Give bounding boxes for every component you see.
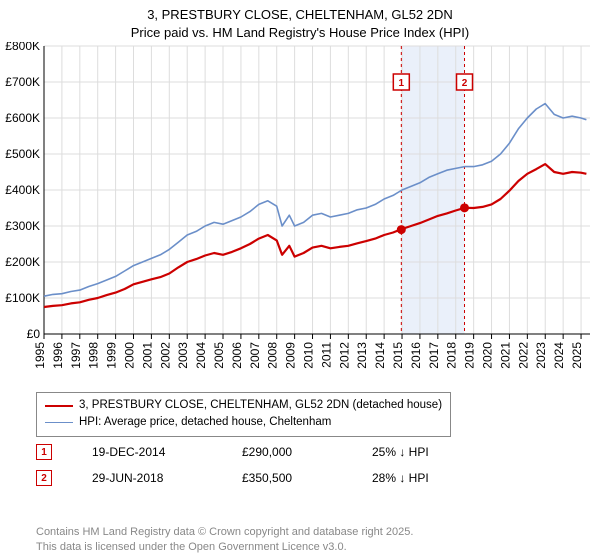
- svg-text:2011: 2011: [319, 342, 333, 368]
- svg-text:£800K: £800K: [5, 42, 40, 53]
- svg-text:2012: 2012: [337, 342, 351, 369]
- svg-text:£0: £0: [27, 327, 41, 341]
- svg-text:£500K: £500K: [5, 147, 40, 161]
- sale-row-2: 2 29-JUN-2018 £350,500 28% ↓ HPI: [36, 470, 429, 486]
- svg-text:2004: 2004: [194, 342, 208, 369]
- svg-text:2001: 2001: [140, 342, 154, 369]
- svg-text:2018: 2018: [445, 342, 459, 369]
- title-line-1: 3, PRESTBURY CLOSE, CHELTENHAM, GL52 2DN: [0, 6, 600, 24]
- sale-price-2: £350,500: [242, 471, 332, 485]
- sale-row-1: 1 19-DEC-2014 £290,000 25% ↓ HPI: [36, 444, 429, 460]
- svg-text:2021: 2021: [498, 342, 512, 369]
- svg-text:1995: 1995: [33, 342, 47, 369]
- svg-text:2013: 2013: [355, 342, 369, 369]
- svg-text:2024: 2024: [552, 342, 566, 369]
- svg-text:2023: 2023: [534, 342, 548, 369]
- svg-text:£100K: £100K: [5, 291, 40, 305]
- svg-text:2010: 2010: [302, 342, 316, 369]
- svg-text:2006: 2006: [230, 342, 244, 369]
- footer-line-1: Contains HM Land Registry data © Crown c…: [36, 525, 413, 539]
- svg-text:2019: 2019: [463, 342, 477, 369]
- legend-row-hpi: HPI: Average price, detached house, Chel…: [45, 414, 442, 431]
- sale-delta-2: 28% ↓ HPI: [372, 471, 429, 485]
- svg-text:1996: 1996: [51, 342, 65, 369]
- footer-attribution: Contains HM Land Registry data © Crown c…: [36, 525, 413, 554]
- svg-text:2000: 2000: [123, 342, 137, 369]
- svg-text:2016: 2016: [409, 342, 423, 369]
- legend-label-price-paid: 3, PRESTBURY CLOSE, CHELTENHAM, GL52 2DN…: [79, 397, 442, 414]
- svg-text:2008: 2008: [266, 342, 280, 369]
- svg-text:£400K: £400K: [5, 183, 40, 197]
- sale-marker-num-2: 2: [41, 473, 47, 484]
- chart-container: 3, PRESTBURY CLOSE, CHELTENHAM, GL52 2DN…: [0, 0, 600, 560]
- svg-text:1: 1: [399, 78, 405, 89]
- svg-text:2022: 2022: [516, 342, 530, 369]
- sale-date-2: 29-JUN-2018: [92, 471, 202, 485]
- svg-text:2017: 2017: [427, 342, 441, 369]
- svg-text:£700K: £700K: [5, 75, 40, 89]
- legend-label-hpi: HPI: Average price, detached house, Chel…: [79, 414, 331, 431]
- svg-text:2015: 2015: [391, 342, 405, 369]
- sale-marker-box-2: 2: [36, 470, 52, 486]
- svg-text:2014: 2014: [373, 342, 387, 369]
- svg-text:£600K: £600K: [5, 111, 40, 125]
- sale-marker-box-1: 1: [36, 444, 52, 460]
- legend-row-price-paid: 3, PRESTBURY CLOSE, CHELTENHAM, GL52 2DN…: [45, 397, 442, 414]
- svg-text:2005: 2005: [212, 342, 226, 369]
- svg-text:£300K: £300K: [5, 219, 40, 233]
- svg-text:1997: 1997: [69, 342, 83, 369]
- chart-svg: £0 £100K £200K £300K £400K £500K £600K £700K £80…: [0, 42, 600, 384]
- svg-text:2009: 2009: [284, 342, 298, 369]
- sale-date-1: 19-DEC-2014: [92, 445, 202, 459]
- svg-text:1999: 1999: [105, 342, 119, 369]
- svg-text:2020: 2020: [481, 342, 495, 369]
- footer-line-2: This data is licensed under the Open Gov…: [36, 540, 413, 554]
- sale-delta-1: 25% ↓ HPI: [372, 445, 429, 459]
- svg-text:2025: 2025: [570, 342, 584, 369]
- svg-text:2: 2: [462, 78, 468, 89]
- svg-text:2007: 2007: [248, 342, 262, 369]
- sale-price-1: £290,000: [242, 445, 332, 459]
- svg-text:£200K: £200K: [5, 255, 40, 269]
- legend-swatch-hpi: [45, 422, 73, 423]
- chart-title-block: 3, PRESTBURY CLOSE, CHELTENHAM, GL52 2DN…: [0, 0, 600, 41]
- title-line-2: Price paid vs. HM Land Registry's House …: [0, 24, 600, 42]
- legend-swatch-price-paid: [45, 405, 73, 407]
- legend-box: 3, PRESTBURY CLOSE, CHELTENHAM, GL52 2DN…: [36, 392, 451, 437]
- chart-area: £0 £100K £200K £300K £400K £500K £600K £700K £80…: [0, 42, 600, 384]
- sale-marker-num-1: 1: [41, 447, 47, 458]
- svg-text:2002: 2002: [158, 342, 172, 369]
- svg-text:2003: 2003: [176, 342, 190, 369]
- svg-text:1998: 1998: [87, 342, 101, 369]
